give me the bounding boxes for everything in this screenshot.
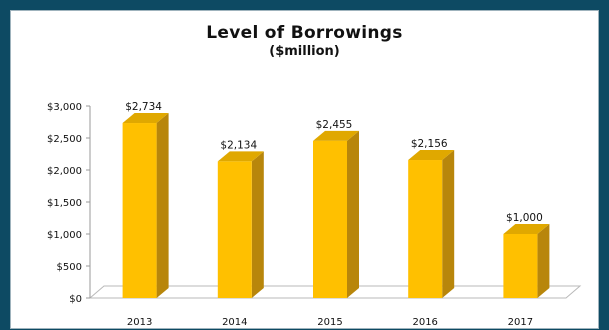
bar-top <box>503 224 550 234</box>
y-tick-label: $3,000 <box>47 102 82 113</box>
bar-top <box>313 130 359 141</box>
data-label: $2,134 <box>220 139 257 151</box>
bar-top <box>408 150 455 161</box>
chart-panel: Level of Borrowings ($million) $0 $500 $1,… <box>10 10 599 329</box>
bar-side <box>156 113 169 298</box>
bar-side <box>251 151 264 298</box>
x-tick-label: 2015 <box>317 317 342 328</box>
chart-title: Level of Borrowings <box>206 23 403 43</box>
y-tick-label: $1,000 <box>47 230 82 241</box>
data-label: $2,156 <box>411 138 448 150</box>
bar-top <box>217 151 264 162</box>
bar <box>313 140 347 298</box>
x-tick-label: 2013 <box>127 317 152 328</box>
data-label: $1,000 <box>506 212 543 224</box>
y-tick-label: $500 <box>57 262 82 273</box>
chart-svg: $0 $500 $1,000 $1,500 $2,000 $2,500 $3,000 $2,7… <box>47 101 582 328</box>
data-label: $2,455 <box>316 119 353 131</box>
bar <box>408 160 443 298</box>
y-tick-label: $1,500 <box>47 198 82 209</box>
bar-side <box>442 150 455 298</box>
x-tick-label: 2014 <box>222 317 247 328</box>
x-tick-label: 2016 <box>412 317 437 328</box>
chart-subtitle: ($million) <box>269 44 340 59</box>
y-tick-label: $0 <box>69 294 82 305</box>
data-label: $2,734 <box>125 101 162 113</box>
bar-side <box>537 224 550 298</box>
bar <box>503 234 538 298</box>
y-tick-label: $2,500 <box>47 134 82 145</box>
y-tick-label: $2,000 <box>47 166 82 177</box>
bar-top <box>122 113 169 124</box>
bar-side <box>347 130 359 298</box>
x-tick-label: 2017 <box>508 317 533 328</box>
bar <box>217 161 252 298</box>
bar <box>122 123 157 298</box>
